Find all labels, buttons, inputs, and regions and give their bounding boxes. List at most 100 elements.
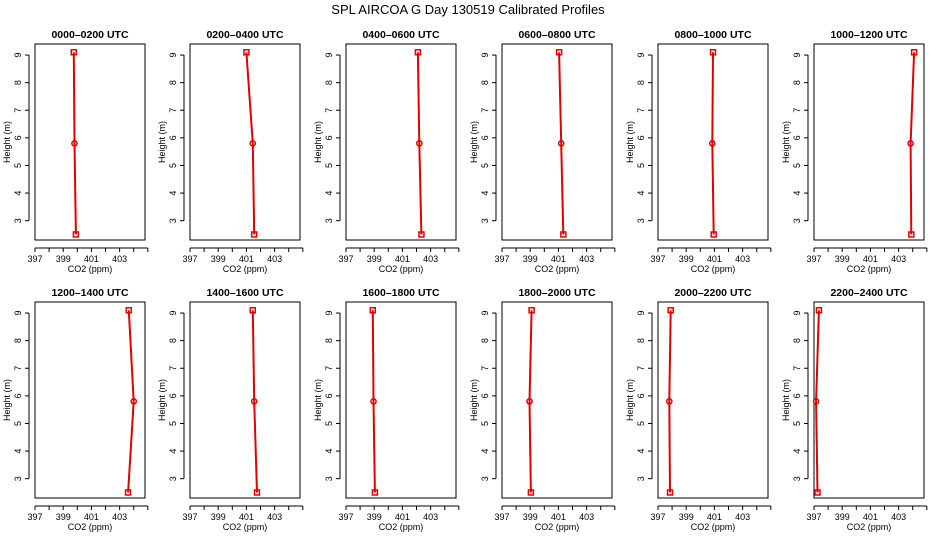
y-tick-label: 4 [480,449,490,454]
x-tick-label: 403 [891,512,906,522]
y-tick-label: 6 [480,393,490,398]
data-point [667,307,674,314]
x-tick-label: 397 [27,512,42,522]
panel-title: 2000–2200 UTC [674,287,751,299]
y-tick-label: 5 [792,163,802,168]
y-tick-label: 3 [168,476,178,481]
y-tick-label: 7 [324,366,334,371]
panel-title: 0200–0400 UTC [206,29,283,41]
panel-title: 1600–1800 UTC [362,287,439,299]
plot-frame [813,43,925,241]
data-point [908,231,915,238]
y-tick-label: 9 [324,53,334,58]
y-axis-label: Height (m) [469,379,479,421]
x-axis-label: CO2 (ppm) [68,264,113,274]
profile-line [245,52,256,235]
y-axis-label: Height (m) [2,121,12,163]
y-tick-label: 4 [324,449,334,454]
x-axis-label: CO2 (ppm) [535,522,580,532]
y-tick-label: 5 [168,421,178,426]
panel-title: 1000–1200 UTC [830,29,907,41]
x-tick-label: 397 [650,254,665,264]
data-point [557,140,565,147]
x-axis-label: CO2 (ppm) [847,264,892,274]
panel-title: 1800–2000 UTC [518,287,595,299]
data-point [665,398,673,405]
profile-line [127,310,135,493]
profile-line [815,310,820,493]
x-axis-label: CO2 (ppm) [223,522,268,532]
y-tick-label: 3 [13,476,23,481]
y-tick-label: 8 [792,80,802,85]
y-tick-label: 3 [324,218,334,223]
x-tick-label: 403 [112,254,127,264]
y-tick-label: 3 [636,476,646,481]
y-tick-label: 9 [13,311,23,316]
panel-title: 0000–0200 UTC [51,29,128,41]
y-tick-label: 9 [636,53,646,58]
y-tick-label: 8 [636,80,646,85]
y-tick-label: 7 [480,366,490,371]
y-tick-label: 9 [480,53,490,58]
x-tick-label: 403 [735,512,750,522]
x-tick-label: 397 [494,254,509,264]
data-point [370,398,377,405]
profile-line [711,52,715,235]
y-tick-label: 3 [480,218,490,223]
x-tick-label: 399 [679,254,694,264]
y-axis-label: Height (m) [781,121,791,163]
y-tick-label: 8 [13,338,23,343]
y-tick-label: 4 [13,191,23,196]
plot-frame [345,301,457,499]
x-tick-label: 401 [239,254,254,264]
y-tick-label: 6 [792,135,802,140]
profile-line [371,310,376,493]
y-tick-label: 9 [13,53,23,58]
x-tick-label: 401 [239,512,254,522]
x-tick-label: 401 [84,254,99,264]
x-tick-label: 399 [523,254,538,264]
x-tick-label: 399 [56,254,71,264]
data-point [369,307,377,314]
x-tick-label: 399 [211,254,226,264]
y-tick-label: 7 [324,108,334,113]
profile-line [909,52,916,235]
y-tick-label: 8 [324,338,334,343]
y-tick-label: 3 [792,476,802,481]
y-tick-label: 3 [792,218,802,223]
y-tick-label: 7 [168,108,178,113]
y-axis-label: Height (m) [313,121,323,163]
profile-line [558,52,565,235]
y-tick-label: 9 [792,311,802,316]
x-axis-label: CO2 (ppm) [535,264,580,274]
x-tick-label: 397 [806,512,821,522]
y-tick-label: 6 [168,393,178,398]
y-tick-label: 6 [636,393,646,398]
data-point [72,231,80,238]
y-tick-label: 4 [636,191,646,196]
x-tick-label: 397 [338,254,353,264]
y-tick-label: 8 [480,80,490,85]
y-tick-label: 6 [480,135,490,140]
profile-line [251,310,258,493]
y-tick-label: 9 [168,311,178,316]
x-axis-label: CO2 (ppm) [691,264,736,274]
panel-title: 0800–1000 UTC [674,29,751,41]
data-point [812,398,820,405]
x-tick-label: 399 [523,512,538,522]
y-tick-label: 8 [168,338,178,343]
x-tick-label: 403 [423,254,438,264]
panel-title: 1400–1600 UTC [206,287,283,299]
y-tick-label: 5 [480,421,490,426]
x-tick-label: 399 [56,512,71,522]
x-tick-label: 403 [579,512,594,522]
y-tick-label: 7 [480,108,490,113]
panel-title: 0600–0800 UTC [518,29,595,41]
y-tick-label: 6 [13,393,23,398]
profile-line [416,52,423,235]
data-point [527,489,535,496]
y-tick-label: 8 [324,80,334,85]
